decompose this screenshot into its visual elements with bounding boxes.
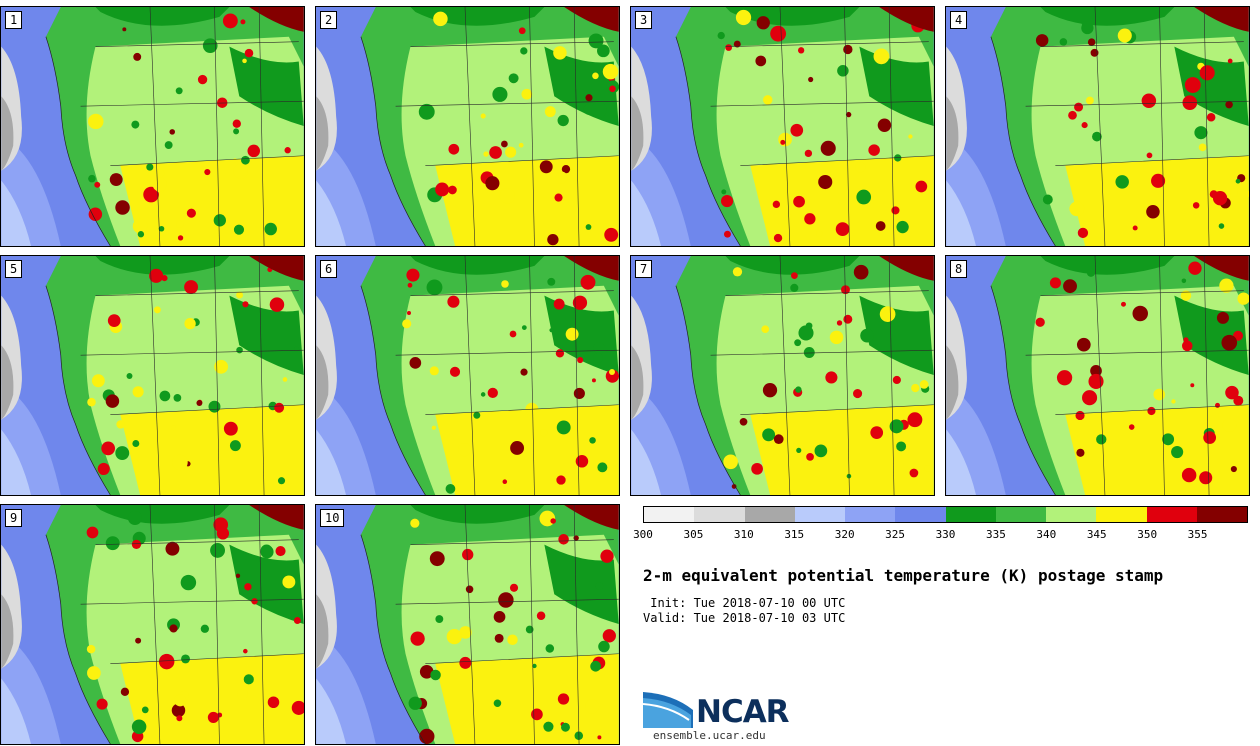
stamp-map-7: [631, 256, 934, 495]
colorbar-tick-label: 310: [733, 528, 754, 541]
colorbar-segment: [1046, 507, 1097, 522]
stamp-number-6: 6: [320, 260, 338, 278]
valid-time: Valid: Tue 2018-07-10 03 UTC: [643, 611, 846, 625]
colorbar-segment: [845, 507, 896, 522]
stamp-map-1: [1, 7, 304, 246]
colorbar-segment: [995, 507, 1046, 522]
stamp-number-5: 5: [5, 260, 23, 278]
stamp-number-4: 4: [950, 11, 968, 29]
colorbar-tick-label: 355: [1187, 528, 1208, 541]
stamp-panel-1: 1: [0, 6, 305, 247]
colorbar-segment: [744, 507, 795, 522]
colorbar-segment: [895, 507, 946, 522]
stamp-panel-7: 7: [630, 255, 935, 496]
ncar-logo-icon: [643, 692, 693, 728]
colorbar-tick-label: 335: [985, 528, 1006, 541]
init-time: Init: Tue 2018-07-10 00 UTC: [643, 596, 846, 610]
stamp-panel-6: 6: [315, 255, 620, 496]
stamp-number-1: 1: [5, 11, 23, 29]
colorbar: [643, 506, 1248, 523]
logo-name: NCAR: [696, 694, 790, 730]
colorbar-tick-label: 340: [1036, 528, 1057, 541]
stamp-panel-2: 2: [315, 6, 620, 247]
logo-url: ensemble.ucar.edu: [653, 729, 766, 742]
stamp-panel-3: 3: [630, 6, 935, 247]
stamp-panel-10: 10: [315, 504, 620, 745]
stamp-map-4: [946, 7, 1249, 246]
stamp-map-9: [1, 505, 304, 744]
stamp-map-10: [316, 505, 619, 744]
stamp-panel-4: 4: [945, 6, 1250, 247]
stamp-map-8: [946, 256, 1249, 495]
stamp-map-3: [631, 7, 934, 246]
colorbar-tick-label: 325: [885, 528, 906, 541]
colorbar-tick-label: 300: [633, 528, 653, 541]
colorbar-segment: [644, 507, 695, 522]
stamp-number-7: 7: [635, 260, 653, 278]
stamp-number-9: 9: [5, 509, 23, 527]
colorbar-segment: [1146, 507, 1197, 522]
colorbar-segment: [945, 507, 996, 522]
stamp-panel-5: 5: [0, 255, 305, 496]
stamp-map-6: [316, 256, 619, 495]
colorbar-segment: [1196, 507, 1247, 522]
page-title: 2-m equivalent potential temperature (K)…: [643, 566, 1164, 585]
colorbar-tick-label: 330: [935, 528, 956, 541]
colorbar-tick-labels: 300 305 310 315 320 325 330 335 340 345 350 355: [633, 528, 1248, 542]
colorbar-tick-label: 315: [784, 528, 805, 541]
stamp-map-2: [316, 7, 619, 246]
stamp-panel-8: 8: [945, 255, 1250, 496]
stamp-number-8: 8: [950, 260, 968, 278]
colorbar-segment: [794, 507, 845, 522]
stamp-map-5: [1, 256, 304, 495]
colorbar-tick-label: 305: [683, 528, 704, 541]
stamp-panel-9: 9: [0, 504, 305, 745]
colorbar-tick-label: 345: [1086, 528, 1107, 541]
stamp-number-10: 10: [320, 509, 345, 527]
stamp-number-3: 3: [635, 11, 653, 29]
stamp-number-2: 2: [320, 11, 338, 29]
colorbar-tick-label: 320: [834, 528, 855, 541]
colorbar-tick-label: 350: [1137, 528, 1158, 541]
colorbar-segment: [1096, 507, 1147, 522]
colorbar-segment: [694, 507, 745, 522]
